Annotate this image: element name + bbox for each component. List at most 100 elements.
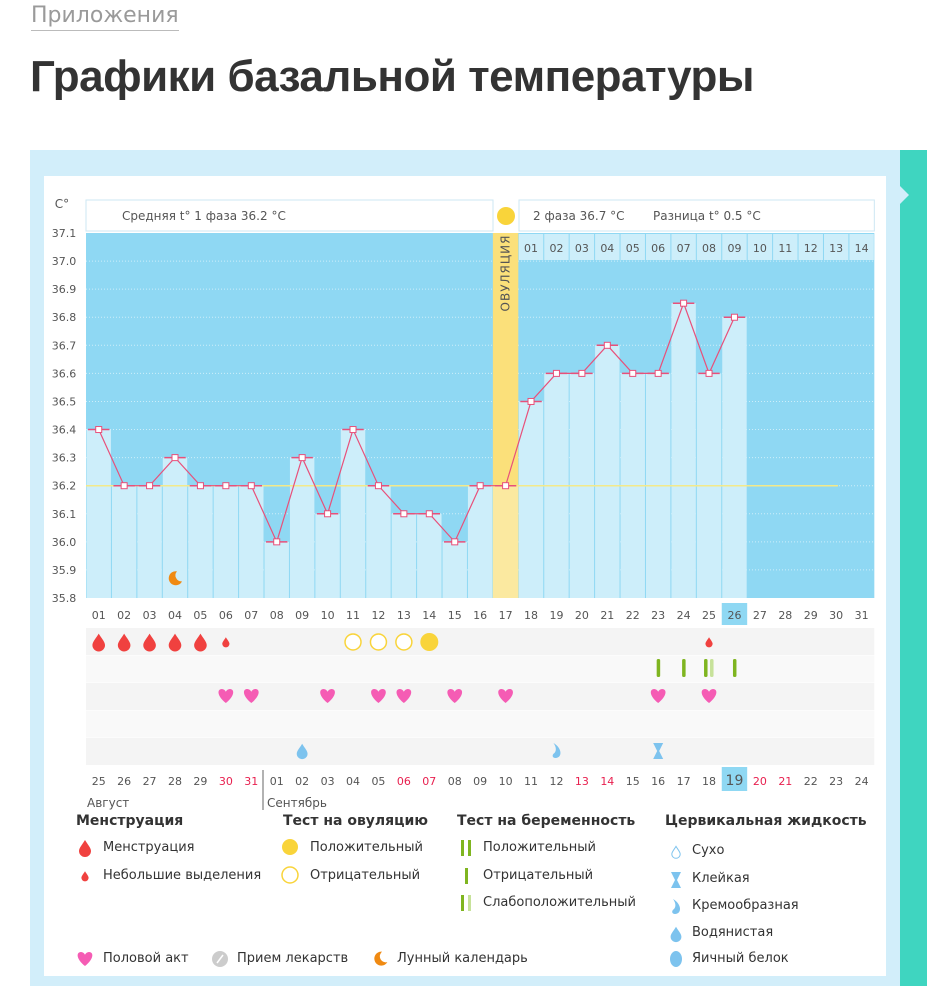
legend-ovu-negative-icon xyxy=(281,866,299,884)
menstruation-icon xyxy=(143,633,156,652)
legend-ovu-positive: Положительный xyxy=(310,840,423,855)
breadcrumb[interactable]: Приложения xyxy=(31,3,179,31)
cycle-day-label: 20 xyxy=(575,609,589,622)
legend-cervical-dry: Сухо xyxy=(692,843,725,858)
ovulation-test-negative-icon xyxy=(369,633,388,651)
temperature-diff-label: Разница t° 0.5 °C xyxy=(653,209,761,223)
phase1-header xyxy=(85,199,494,232)
pregnancy-test-negative-icon xyxy=(682,659,686,677)
phase2-day-cell xyxy=(671,234,696,260)
calendar-date-label: 07 xyxy=(422,775,436,788)
temperature-bar xyxy=(671,303,696,598)
calendar-date-label: 02 xyxy=(295,775,309,788)
phase2-day-cell xyxy=(569,234,595,260)
cycle-day-label: 16 xyxy=(473,609,487,622)
y-tick-label: 36.2 xyxy=(52,480,77,493)
legend-pregnancy-test-title: Тест на беременность xyxy=(457,813,636,829)
pregnancy-test-weak-icon xyxy=(710,659,714,677)
temperature-point xyxy=(629,369,637,377)
cycle-day-label: 14 xyxy=(422,609,436,622)
legend-menstruation-title: Менструация xyxy=(76,813,184,829)
cycle-day-label: 08 xyxy=(270,609,284,622)
legend-cervical-watery: Водянистая xyxy=(692,925,774,940)
legend-preg-weak-icon xyxy=(461,895,464,911)
temperature-point xyxy=(273,538,281,546)
temperature-bar xyxy=(340,429,366,598)
calendar-date-label: 13 xyxy=(575,775,589,788)
moon-icon xyxy=(168,571,183,586)
legend-moon: Лунный календарь xyxy=(397,951,528,966)
temperature-bar xyxy=(391,513,417,598)
temperature-point xyxy=(247,482,255,490)
cycle-day-label: 06 xyxy=(219,609,233,622)
legend-menstruation-icon xyxy=(79,840,91,857)
menstruation-icon xyxy=(194,633,207,652)
cycle-day-label: 28 xyxy=(778,609,792,622)
legend-cervical-sticky-icon xyxy=(671,872,681,888)
cycle-day-label: 19 xyxy=(549,609,563,622)
calendar-date-label: 01 xyxy=(270,775,284,788)
icon-row xyxy=(86,628,875,655)
temperature-point xyxy=(705,369,713,377)
legend-preg-weak-icon xyxy=(468,895,471,911)
calendar-date-label: 21 xyxy=(778,775,792,788)
cycle-day-label: 27 xyxy=(753,609,767,622)
phase2-day-label: 09 xyxy=(727,242,741,255)
icon-row xyxy=(86,655,875,683)
legend-ovulation-test-title: Тест на овуляцию xyxy=(283,813,428,829)
legend-cervical-sticky: Клейкая xyxy=(692,871,750,886)
side-tab[interactable] xyxy=(900,150,927,986)
temperature-point xyxy=(603,341,611,349)
phase2-day-cell xyxy=(518,234,544,260)
phase2-day-cell xyxy=(696,234,722,260)
menstruation-icon xyxy=(168,633,182,652)
temperature-point xyxy=(552,369,560,377)
cycle-day-label: 12 xyxy=(371,609,385,622)
y-tick-label: 37.0 xyxy=(52,255,77,268)
y-tick-label: 36.0 xyxy=(52,536,77,549)
legend-cervical-eggwhite-icon xyxy=(670,951,682,967)
temperature-point xyxy=(196,482,204,490)
calendar-date-label: 08 xyxy=(448,775,462,788)
legend-medication: Прием лекарств xyxy=(237,951,349,966)
temperature-point xyxy=(476,482,484,490)
calendar-date-label: 10 xyxy=(499,775,513,788)
temperature-point xyxy=(324,510,332,518)
month-label-august: Август xyxy=(87,796,129,810)
cycle-day-label: 01 xyxy=(92,609,106,622)
temperature-point xyxy=(451,538,459,546)
cycle-day-label: 31 xyxy=(855,609,869,622)
temperature-bar xyxy=(722,317,747,598)
phase2-day-label: 07 xyxy=(677,242,691,255)
temperature-point xyxy=(222,482,230,490)
temperature-point xyxy=(578,369,586,377)
intercourse-heart-icon xyxy=(371,689,386,703)
ovulation-label: ОВУЛЯЦИЯ xyxy=(499,235,513,312)
temperature-bar xyxy=(264,541,289,598)
y-tick-label: 36.7 xyxy=(52,339,77,352)
calendar-date-label: 28 xyxy=(168,775,182,788)
phase2-day-cell xyxy=(747,234,773,260)
legend-cervical-title: Цервикальная жидкость xyxy=(665,813,867,829)
legend-menstruation: Менструация xyxy=(103,840,195,855)
phase2-day-label: 08 xyxy=(702,242,716,255)
ovulation-test-positive-icon xyxy=(420,633,439,651)
temperature-bar xyxy=(467,485,493,598)
y-unit-label: C° xyxy=(55,197,69,211)
calendar-date-label: 19 xyxy=(726,773,744,789)
pregnancy-test-weak-icon xyxy=(704,659,708,677)
temperature-bar xyxy=(442,541,467,598)
temperature-point xyxy=(680,299,688,307)
legend-preg-positive: Положительный xyxy=(483,840,596,855)
month-label-september: Сентябрь xyxy=(267,796,327,810)
intercourse-heart-icon xyxy=(243,689,259,703)
cycle-day-label: 30 xyxy=(829,609,843,622)
y-tick-label: 35.8 xyxy=(52,592,77,605)
temperature-bar xyxy=(188,485,213,598)
y-tick-label: 36.6 xyxy=(52,367,77,380)
menstruation-icon xyxy=(117,633,131,652)
phase1-label: Средняя t° 1 фаза 36.2 °C xyxy=(122,209,286,223)
temperature-point xyxy=(171,454,179,462)
cycle-day-label: 11 xyxy=(346,609,360,622)
